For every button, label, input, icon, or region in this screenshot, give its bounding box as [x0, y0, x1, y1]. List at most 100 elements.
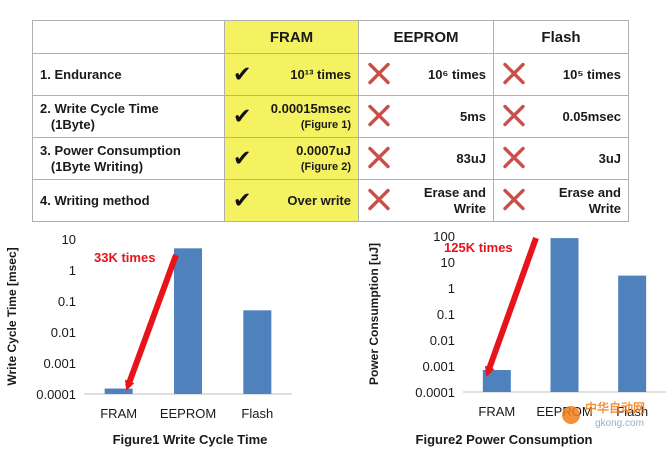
y-tick-label: 0.0001	[36, 387, 76, 402]
y-tick-label: 1	[69, 263, 76, 278]
header-flash: Flash	[493, 20, 629, 54]
row-label-line: (1Byte)	[40, 116, 95, 132]
x-tick-label: EEPROM	[160, 406, 216, 421]
comparison-table: FRAM EEPROM Flash 1. Endurance ✔ 10¹³ time…	[32, 20, 629, 222]
cross-icon	[502, 187, 526, 214]
cell-value: 3uJ	[599, 151, 621, 167]
y-axis-label: Power Consumption [uJ]	[367, 243, 381, 385]
cell-value-line: 83uJ	[456, 150, 486, 166]
cell-value-line: Write	[588, 200, 621, 216]
chart-title: Figure2 Power Consumption	[416, 432, 593, 447]
y-tick-label: 0.1	[437, 307, 455, 322]
cell-value: Erase and Write	[424, 185, 486, 217]
cell-value: 83uJ	[456, 151, 486, 167]
x-tick-label: Flash	[241, 406, 273, 421]
table-row: 2. Write Cycle Time (1Byte) ✔ 0.00015msec (…	[32, 95, 629, 138]
bar-eeprom	[174, 248, 202, 394]
bar-fram	[104, 388, 133, 394]
y-tick-label: 0.001	[43, 356, 76, 371]
cell-fram: ✔ 10¹³ times	[224, 53, 359, 96]
cross-icon	[502, 145, 526, 172]
cell-fram: ✔ 0.00015msec (Figure 1)	[224, 95, 359, 138]
cell-flash: 10⁵ times	[493, 53, 629, 96]
y-tick-label: 10	[441, 255, 455, 270]
cell-flash: 0.05msec	[493, 95, 629, 138]
cell-value: 10¹³ times	[290, 67, 351, 83]
annotation-arrow	[484, 236, 539, 377]
cross-icon	[367, 145, 391, 172]
cell-value-line: 0.00015msec	[270, 100, 351, 116]
cell-value: Over write	[287, 193, 351, 209]
watermark-gear-icon	[562, 406, 580, 424]
cell-value: 5ms	[460, 109, 486, 125]
table-row: 1. Endurance ✔ 10¹³ times 10⁶ times 10⁵ time…	[32, 53, 629, 96]
cell-value-line: Erase and	[558, 184, 621, 200]
cell-eeprom: Erase and Write	[358, 179, 494, 222]
x-tick-label: FRAM	[478, 404, 515, 419]
row-label: 4. Writing method	[32, 179, 225, 222]
y-tick-label: 0.01	[430, 333, 455, 348]
cross-icon	[367, 61, 391, 88]
cell-eeprom: 83uJ	[358, 137, 494, 180]
y-tick-label: 0.0001	[415, 385, 455, 400]
cross-icon	[367, 103, 391, 130]
check-icon: ✔	[233, 104, 252, 129]
y-tick-label: 10	[62, 232, 76, 247]
cell-value-line: 3uJ	[598, 150, 621, 166]
cell-value-line: 5ms	[459, 108, 486, 124]
x-tick-label: FRAM	[100, 406, 137, 421]
cell-value: 0.05msec	[562, 109, 621, 125]
bar-eeprom	[550, 238, 579, 392]
cell-value-line: 0.0007uJ	[296, 142, 351, 158]
y-tick-label: 0.01	[51, 325, 76, 340]
cell-value: 10⁵ times	[563, 67, 621, 83]
cell-value: Erase and Write	[559, 185, 621, 217]
row-label-line: 2. Write Cycle Time	[40, 100, 159, 116]
header-blank	[32, 20, 225, 54]
cell-note: (Figure 2)	[300, 160, 351, 173]
cell-value: 10⁶ times	[428, 67, 486, 83]
cell-value-line: 10⁵ times	[562, 66, 621, 82]
row-label-line: 4. Writing method	[40, 192, 150, 208]
chart-title: Figure1 Write Cycle Time	[113, 432, 268, 447]
bar-flash	[618, 275, 647, 392]
annotation-arrow	[125, 253, 179, 391]
cell-eeprom: 10⁶ times	[358, 53, 494, 96]
y-tick-label: 0.001	[422, 359, 455, 374]
check-icon: ✔	[233, 62, 252, 87]
cell-note: (Figure 1)	[300, 118, 351, 131]
cell-fram: ✔ Over write	[224, 179, 359, 222]
cell-value-line: Erase and	[423, 184, 486, 200]
bar-fram	[482, 370, 511, 392]
table-row: 4. Writing method ✔ Over write Erase and Wri…	[32, 179, 629, 222]
y-tick-label: 100	[433, 229, 455, 244]
cell-flash: 3uJ	[493, 137, 629, 180]
bar-flash	[243, 310, 272, 394]
watermark-text: 中华自动网	[585, 400, 645, 415]
check-icon: ✔	[233, 146, 252, 171]
cell-value-line: 10¹³ times	[290, 66, 351, 82]
cross-icon	[367, 187, 391, 214]
y-tick-label: 1	[448, 281, 455, 296]
header-eeprom: EEPROM	[358, 20, 494, 54]
cross-icon	[502, 103, 526, 130]
x-tick-label: Flash	[616, 404, 648, 419]
row-label-line: (1Byte Writing)	[40, 158, 144, 174]
cell-flash: Erase and Write	[493, 179, 629, 222]
cell-value: 0.0007uJ (Figure 2)	[296, 143, 351, 175]
row-label-line: 3. Power Consumption	[40, 142, 181, 158]
row-label-line: 1. Endurance	[40, 66, 122, 82]
cross-icon	[502, 61, 526, 88]
check-icon: ✔	[233, 188, 252, 213]
annotation-label: 125K times	[444, 240, 513, 255]
cell-value-line: 10⁶ times	[427, 66, 486, 82]
y-axis-label: Write Cycle Time [msec]	[5, 247, 19, 385]
cell-value-line: Write	[453, 200, 486, 216]
cell-value: 0.00015msec (Figure 1)	[271, 101, 351, 133]
watermark-subtext: gkong.com	[595, 418, 644, 429]
cell-value-line: 0.05msec	[562, 108, 621, 124]
y-tick-label: 0.1	[58, 294, 76, 309]
cell-value-line: Over write	[287, 192, 351, 208]
annotation-label: 33K times	[94, 250, 155, 265]
